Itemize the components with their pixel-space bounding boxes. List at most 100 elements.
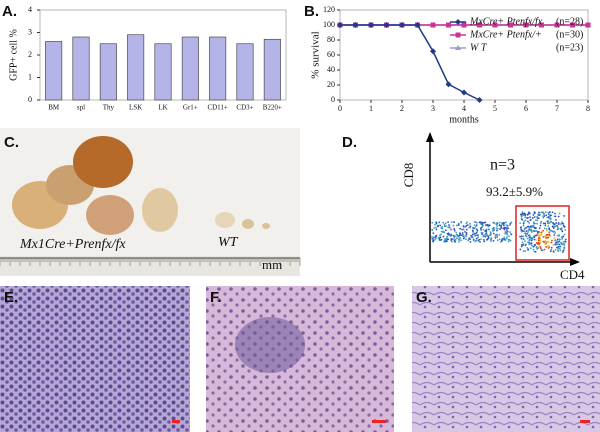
dot — [523, 220, 526, 223]
bar — [209, 36, 227, 101]
dot — [536, 243, 539, 245]
dot — [481, 223, 483, 225]
dot — [499, 228, 501, 230]
dot — [550, 230, 553, 232]
dot — [529, 229, 532, 232]
dot — [540, 231, 543, 234]
dot — [528, 243, 530, 246]
dot — [559, 228, 562, 230]
dot — [533, 243, 536, 246]
dot — [522, 238, 525, 241]
dot — [529, 236, 532, 239]
dot — [550, 220, 552, 223]
dot — [498, 221, 501, 224]
dot — [542, 229, 545, 232]
y-tick-label: 100 — [323, 20, 335, 29]
dot — [480, 238, 482, 241]
dot — [448, 224, 451, 227]
dot — [533, 229, 536, 232]
marker — [508, 22, 513, 28]
dot — [555, 243, 557, 246]
dot — [542, 215, 544, 218]
dot — [526, 247, 529, 249]
dot — [462, 237, 465, 240]
dot — [544, 222, 547, 225]
dot — [538, 211, 540, 214]
dot — [554, 239, 556, 242]
dot — [459, 236, 461, 239]
dot — [507, 240, 510, 243]
marker — [368, 22, 374, 28]
dot — [468, 226, 470, 229]
dot — [447, 226, 450, 229]
dot — [535, 246, 538, 249]
dot — [534, 211, 536, 214]
dot — [444, 240, 447, 243]
tissue — [86, 195, 134, 235]
dot — [524, 216, 527, 218]
y-tick-label: 60 — [327, 50, 335, 59]
dot — [521, 218, 523, 221]
dot — [559, 245, 562, 248]
legend-n: (n=28) — [556, 16, 583, 27]
dot — [479, 228, 482, 230]
dot — [531, 239, 533, 241]
dot — [556, 224, 558, 227]
dot — [460, 234, 463, 237]
panel-label: B. — [304, 3, 319, 20]
dot — [453, 235, 456, 238]
dot — [527, 248, 530, 251]
dot — [532, 214, 535, 216]
dot — [462, 225, 465, 227]
dot — [561, 251, 564, 253]
dot — [482, 224, 484, 227]
dot — [506, 227, 509, 230]
dot — [562, 243, 564, 246]
dot — [525, 230, 528, 233]
marker — [523, 22, 529, 28]
dot — [475, 221, 478, 224]
gate-label: 93.2±5.9% — [486, 184, 543, 199]
dot — [556, 240, 559, 243]
marker — [445, 81, 452, 88]
dot — [557, 245, 560, 248]
dot — [461, 232, 464, 234]
y-axis-label: % survival — [310, 31, 322, 78]
arrow — [570, 258, 580, 266]
marker — [455, 32, 461, 38]
y-axis-label: GFP+ cell % — [8, 29, 19, 81]
dot — [524, 227, 527, 230]
panel-label: F. — [210, 289, 222, 306]
n-label: n=3 — [490, 157, 515, 174]
dot — [460, 239, 462, 242]
dot — [520, 217, 523, 220]
dot — [528, 234, 531, 237]
y-axis-label: CD8 — [401, 163, 416, 188]
dot — [556, 246, 558, 249]
y-tick-label: 4 — [28, 5, 32, 14]
dot — [539, 234, 542, 236]
x-tick-label: BM — [48, 104, 60, 112]
dot — [554, 212, 556, 215]
dot — [544, 224, 547, 227]
dot — [465, 233, 468, 235]
panel-c: C. Mx1Cre+Prenfx/fx WT mm — [0, 128, 301, 276]
dot — [537, 247, 540, 249]
dot — [560, 242, 562, 244]
dot — [509, 239, 512, 242]
dot — [537, 239, 540, 242]
dot — [542, 236, 545, 238]
y-tick-label: 0 — [331, 95, 335, 104]
dot — [551, 239, 553, 242]
dot — [526, 237, 529, 240]
dot — [554, 232, 557, 235]
dot — [547, 244, 550, 247]
dot — [475, 231, 478, 234]
dot — [485, 224, 487, 226]
dot — [433, 238, 436, 241]
dot — [440, 226, 443, 229]
marker — [455, 45, 461, 50]
dot — [443, 241, 446, 243]
dot — [505, 237, 508, 240]
dot — [553, 237, 556, 239]
